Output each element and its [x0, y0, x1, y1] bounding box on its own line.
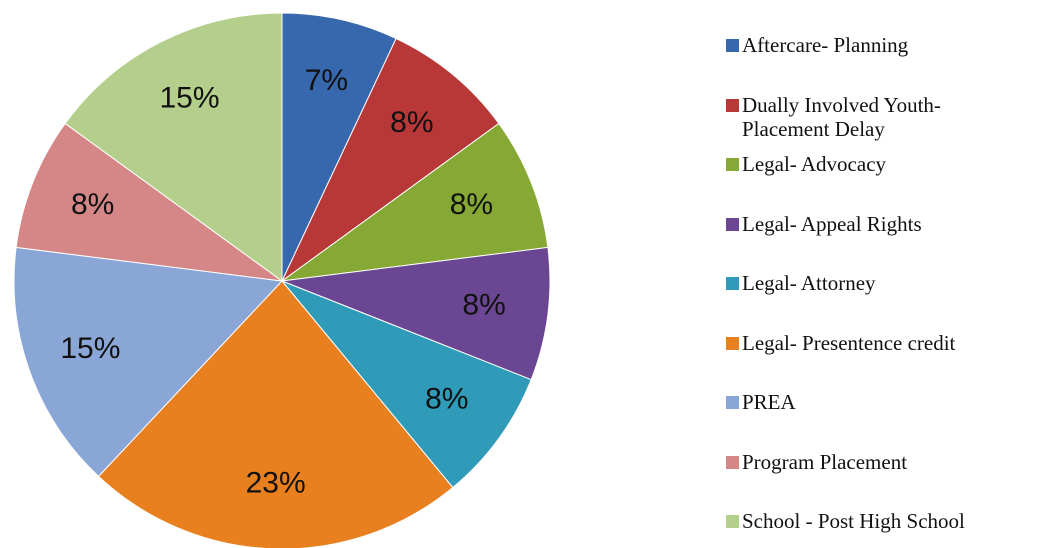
legend-label: Legal- Appeal Rights — [742, 211, 922, 236]
pie-slice — [64, 12, 283, 282]
legend-label: Dually Involved Youth- Placement Delay — [742, 92, 941, 141]
legend: Aftercare- Planning Dually Involved Youth… — [726, 0, 1056, 548]
legend-swatch — [726, 98, 739, 112]
legend-label: Program Placement — [742, 449, 908, 474]
legend-swatch — [726, 277, 739, 290]
legend-label: Legal- Advocacy — [742, 152, 887, 176]
legend-swatch — [726, 39, 739, 52]
legend-label: School - Post High School — [742, 509, 965, 533]
data-label: 8% — [390, 106, 433, 139]
legend-item: Legal- Presentence credit — [726, 331, 1022, 355]
legend-item: Legal- Attorney — [726, 271, 1022, 295]
legend-item: Dually Involved Youth- Placement Delay — [726, 93, 1022, 141]
legend-swatch — [726, 455, 739, 469]
data-label: 8% — [450, 188, 493, 221]
legend-swatch — [726, 396, 739, 409]
data-label: 7% — [305, 64, 348, 97]
legend-item: PREA — [726, 390, 1022, 414]
pie-slice — [13, 246, 284, 478]
legend-item: Program Placement — [726, 450, 1022, 474]
pie-slice — [281, 280, 532, 489]
legend-item: Aftercare- Planning — [726, 33, 1022, 57]
legend-label: Legal- Presentence credit — [742, 330, 956, 355]
pie-slice — [281, 37, 500, 282]
data-label: 8% — [462, 288, 505, 321]
data-label: 15% — [60, 332, 120, 365]
pie-slice — [97, 280, 454, 548]
pie-slice — [281, 12, 397, 282]
pie-slice — [15, 122, 283, 282]
legend-item: Legal- Advocacy — [726, 152, 1022, 176]
data-label: 15% — [160, 81, 220, 114]
legend-item: School - Post High School — [726, 509, 1022, 533]
legend-label: PREA — [742, 390, 796, 414]
pie-chart: 7% 8% 8% 8% 8% 23% 15% 8% 15% — [13, 12, 551, 548]
pie-slice — [281, 246, 551, 381]
legend-swatch — [726, 336, 739, 350]
data-label: 23% — [246, 467, 306, 500]
legend-swatch — [726, 217, 739, 231]
data-label: 8% — [425, 383, 468, 416]
legend-label: Legal- Attorney — [742, 271, 876, 295]
legend-item: Legal- Appeal Rights — [726, 212, 1022, 236]
data-label: 8% — [71, 188, 114, 221]
pie-slice — [281, 122, 549, 282]
legend-swatch — [726, 158, 739, 171]
legend-label: Aftercare- Planning — [742, 33, 909, 57]
legend-swatch — [726, 515, 739, 528]
